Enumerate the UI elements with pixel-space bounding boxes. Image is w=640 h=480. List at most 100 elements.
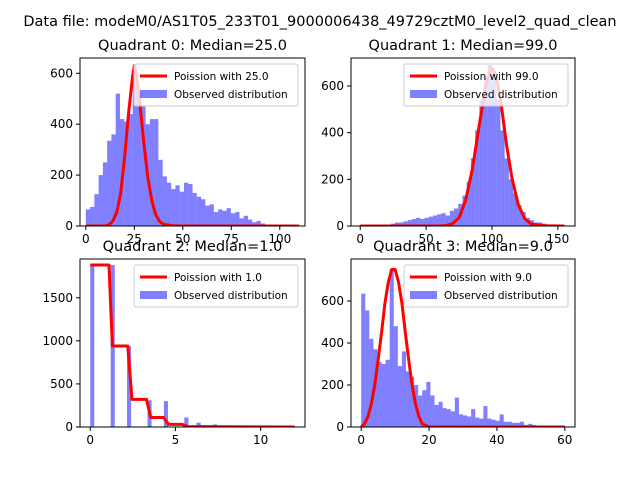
legend-poisson-label: Poission with 9.0 [444,272,532,284]
legend-hist-swatch [140,291,167,299]
y-tick-label: 200 [50,168,73,182]
x-tick-label: 0 [356,232,364,246]
hist-bar [397,366,402,427]
legend-hist-label: Observed distribution [444,89,558,101]
hist-bar [183,182,189,226]
histogram-bars [386,65,564,226]
hist-bar [475,130,480,226]
hist-bar [115,93,120,226]
hist-bar [393,326,398,427]
y-tick-label: 500 [50,377,73,391]
hist-bar [466,181,471,226]
hist-bar [503,421,508,427]
legend-hist-swatch [410,291,437,299]
plot-area [360,268,565,427]
y-tick-label: 400 [50,117,73,131]
hist-bar [188,184,193,226]
hist-bar [179,191,184,226]
hist-bar [149,119,155,226]
hist-bar [124,121,129,226]
hist-bar [361,293,366,427]
hist-bar [158,159,163,226]
hist-bar [479,100,484,226]
hist-bar [132,65,138,226]
legend-hist-swatch [140,90,167,98]
legend-box [403,264,569,308]
hist-bar [201,199,206,226]
x-tick-label: 60 [557,433,572,447]
hist-bar [377,361,382,427]
x-tick-label: 40 [489,433,504,447]
hist-bar [441,213,446,226]
hist-bar [507,421,512,427]
hist-bar [442,408,447,427]
hist-bar [462,195,467,226]
x-tick-label: 0 [357,433,365,447]
legend-hist-swatch [410,90,437,98]
plot-area [85,64,300,226]
y-tick-label: 1000 [42,334,73,348]
legend: Poission with 9.0 Observed distribution [403,264,569,308]
hist-bar [513,193,518,226]
hist-bar [163,401,168,427]
y-tick-label: 0 [65,219,73,233]
hist-bar [491,73,497,226]
hist-bar [107,140,112,226]
hist-bar [430,395,435,427]
hist-bar [213,212,219,226]
hist-bar [171,189,176,226]
hist-bar [495,420,500,427]
legend-hist-label: Observed distribution [174,290,288,302]
hist-bar [470,158,476,226]
hist-bar [184,417,189,427]
subplot-title: Quadrant 0: Median=25.0 [98,38,287,54]
hist-bar [256,220,261,226]
x-tick-label: 75 [224,232,239,246]
hist-bar [511,422,516,427]
legend: Poission with 25.0 Observed distribution [133,63,299,107]
hist-bar [434,404,439,427]
x-tick-label: 20 [421,433,436,447]
hist-bar [385,359,390,427]
axes-frame [79,258,306,428]
y-tick-label: 400 [321,336,344,350]
legend-hist-label: Observed distribution [174,89,288,101]
y-tick-label: 400 [321,126,344,140]
histogram-bars [85,65,278,226]
y-tick-label: 0 [65,420,73,434]
hist-bar [449,210,455,226]
y-tick-label: 200 [321,378,344,392]
hist-bar [471,409,476,427]
hist-bar [230,213,236,226]
hist-bar [235,212,240,226]
legend-hist-label: Observed distribution [444,290,558,302]
hist-bar [446,409,451,427]
hist-bar [127,346,132,427]
x-tick-label: 100 [481,232,504,246]
subplot-1: 0 50 100 150 0 200 400 600 Quadrant 1: Median=99… [321,38,576,246]
hist-bar [243,215,248,226]
hist-bar [411,219,417,226]
hist-bar [405,371,411,427]
legend-poisson-label: Poission with 1.0 [174,272,262,284]
y-tick-label: 1500 [42,291,73,305]
hist-bar [196,422,201,427]
axes-frame [79,57,306,227]
hist-bar [483,76,488,226]
hist-bar [222,210,227,226]
hist-bar [515,422,521,427]
x-tick-label: 25 [127,232,142,246]
x-tick-label: 50 [175,232,190,246]
legend-poisson-label: Poission with 99.0 [444,71,539,83]
y-tick-label: 600 [321,294,344,308]
hist-bar [381,364,386,427]
hist-bar [483,406,488,427]
hist-bar [420,219,425,226]
hist-bar [218,209,223,226]
hist-bar [389,269,394,427]
hist-bar [528,423,533,427]
hist-bar [454,397,459,427]
hist-bar [487,418,492,427]
